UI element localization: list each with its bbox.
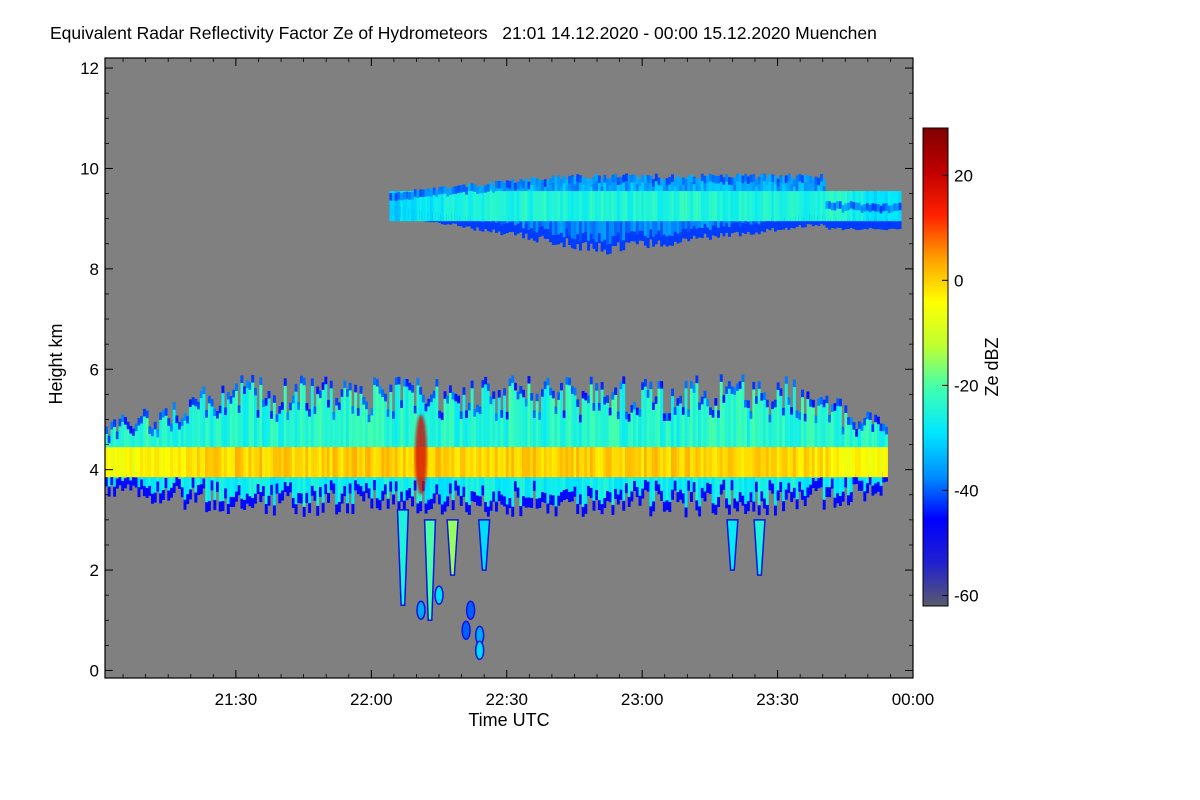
colorbar-tick-label: -20 — [954, 376, 979, 395]
x-tick-label: 23:00 — [621, 690, 664, 709]
colorbar-axis: 20 0 -20 -40 -60 — [942, 166, 979, 605]
y-tick-label: 10 — [80, 159, 99, 178]
x-tick-label: 22:30 — [485, 690, 528, 709]
colorbar-tick-label: -60 — [954, 586, 979, 605]
isolated-echo — [474, 640, 485, 661]
y-tick-label: 4 — [90, 461, 99, 480]
plot-frame — [104, 57, 914, 679]
chart-title: Equivalent Radar Reflectivity Factor Ze … — [50, 23, 877, 43]
reflectivity-peak — [414, 414, 427, 495]
fall-streak — [726, 519, 739, 571]
cloud-layer-1 — [105, 374, 888, 518]
x-tick-label: 00:00 — [892, 690, 935, 709]
colorbar — [922, 127, 949, 607]
colorbar-tick-label: -40 — [954, 481, 979, 500]
colorbar-tick-label: 20 — [954, 166, 973, 185]
fall-streaks — [396, 509, 766, 622]
fall-streak — [396, 509, 410, 606]
x-axis-label: Time UTC — [468, 710, 549, 730]
colorbar-label: Ze dBZ — [982, 337, 1002, 396]
isolated-echo — [465, 600, 476, 620]
fall-streak — [477, 519, 491, 571]
plot-background — [105, 58, 913, 678]
isolated-echoes — [416, 585, 485, 661]
axes: 21:30 22:00 22:30 23:00 23:30 00:00 0 2 4 6 8 10 12 — [80, 58, 934, 709]
x-tick-label: 23:30 — [756, 690, 799, 709]
isolated-echo — [461, 620, 471, 641]
colorbar-tick-label: 0 — [954, 271, 963, 290]
fall-streak — [446, 519, 459, 576]
y-axis-label: Height km — [46, 323, 66, 404]
y-tick-label: 6 — [90, 360, 99, 379]
y-tick-label: 12 — [80, 59, 99, 78]
isolated-echo — [416, 600, 426, 620]
fall-streak — [423, 519, 437, 622]
reflectivity-field — [105, 173, 902, 661]
y-tick-label: 8 — [90, 260, 99, 279]
x-tick-label: 21:30 — [215, 690, 258, 709]
y-tick-label: 0 — [90, 661, 99, 680]
isolated-echo — [434, 585, 444, 605]
fall-streak — [753, 519, 766, 576]
y-tick-label: 2 — [90, 561, 99, 580]
cloud-layer-2 — [389, 173, 902, 255]
x-tick-label: 22:00 — [350, 690, 393, 709]
